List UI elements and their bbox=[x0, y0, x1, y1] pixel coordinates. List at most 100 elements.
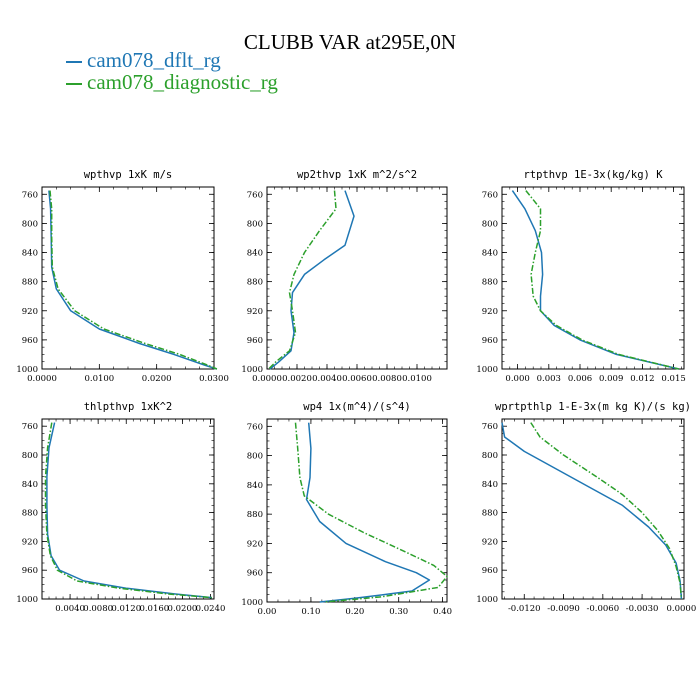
y-tick-label: 840 bbox=[482, 480, 498, 490]
y-tick-label: 760 bbox=[482, 190, 498, 200]
x-tick-label: 0.0240 bbox=[196, 604, 226, 614]
panel-5: wp4 1x(m^4)/(s^4)76080084088092096010000… bbox=[241, 401, 452, 617]
x-tick-label: 0.0200 bbox=[168, 604, 198, 614]
legend-label-dflt: cam078_dflt_rg bbox=[87, 48, 221, 72]
x-tick-label: 0.40 bbox=[433, 607, 452, 617]
y-tick-label: 760 bbox=[247, 190, 263, 200]
x-tick-label: -0.0060 bbox=[587, 604, 620, 614]
y-tick-label: 800 bbox=[247, 452, 263, 462]
y-tick-label: 840 bbox=[247, 249, 263, 259]
y-tick-label: 760 bbox=[247, 422, 263, 432]
y-tick-label: 920 bbox=[247, 539, 263, 549]
x-tick-label: 0.009 bbox=[599, 374, 623, 384]
x-tick-label: 0.0300 bbox=[199, 374, 229, 384]
x-tick-label: 0.00 bbox=[258, 607, 277, 617]
y-tick-label: 960 bbox=[482, 566, 498, 576]
legend-entry-diagnostic: cam078_diagnostic_rg bbox=[66, 70, 278, 95]
y-tick-label: 1000 bbox=[476, 595, 498, 605]
x-tick-label: -0.0030 bbox=[626, 604, 659, 614]
series-line-dflt bbox=[511, 190, 679, 370]
y-tick-label: 960 bbox=[482, 336, 498, 346]
y-tick-label: 800 bbox=[482, 219, 498, 229]
x-tick-label: 0.000 bbox=[505, 374, 529, 384]
x-tick-label: 0.006 bbox=[568, 374, 592, 384]
series-line-dflt bbox=[501, 422, 683, 600]
y-tick-label: 880 bbox=[22, 509, 38, 519]
y-tick-label: 960 bbox=[247, 336, 263, 346]
y-tick-label: 960 bbox=[22, 566, 38, 576]
x-tick-label: 0.003 bbox=[537, 374, 561, 384]
y-tick-label: 840 bbox=[247, 481, 263, 491]
panel-4: thlpthvp 1xK^2 760 800 840 880 920 960 1000 0.00… bbox=[16, 401, 225, 614]
x-tick-label: 0.0160 bbox=[139, 604, 169, 614]
plot-frame bbox=[501, 186, 685, 370]
panel-title: wprtpthlp 1-E-3x(m kg K)/(s kg) bbox=[495, 401, 691, 413]
series-line-dflt bbox=[48, 190, 218, 370]
y-tick-label: 920 bbox=[482, 537, 498, 547]
x-tick-label: 0.0080 bbox=[372, 374, 402, 384]
y-tick-label: 880 bbox=[482, 509, 498, 519]
series-line-dflt bbox=[305, 422, 431, 603]
y-tick-label: 840 bbox=[482, 249, 498, 259]
panel-2: wp2thvp 1xK m^2/s^2 760 800 840 880 920 960 100… bbox=[241, 169, 448, 384]
y-tick-label: 1000 bbox=[16, 365, 38, 375]
y-tick-label: 1000 bbox=[241, 365, 263, 375]
x-tick-label: 0.0080 bbox=[83, 604, 113, 614]
y-tick-label: 840 bbox=[22, 480, 38, 490]
x-tick-label: 0.20 bbox=[345, 607, 364, 617]
y-tick-label: 800 bbox=[247, 219, 263, 229]
x-tick-label: 0.012 bbox=[630, 374, 654, 384]
x-tick-label: 0.0060 bbox=[342, 374, 372, 384]
x-tick-label: 0.0040 bbox=[312, 374, 342, 384]
legend-entry-dflt: cam078_dflt_rg bbox=[66, 48, 221, 73]
series-line-diagnostic bbox=[525, 190, 679, 370]
x-tick-label: 0.0000 bbox=[252, 374, 282, 384]
series-line-diagnostic bbox=[267, 190, 337, 370]
main-title: CLUBB VAR at295E,0N bbox=[243, 30, 457, 54]
panel-title: wp2thvp 1xK m^2/s^2 bbox=[297, 169, 417, 181]
y-tick-label: 880 bbox=[22, 278, 38, 288]
y-tick-label: 800 bbox=[482, 451, 498, 461]
y-tick-label: 880 bbox=[247, 510, 263, 520]
x-tick-label: 0.0000 bbox=[667, 604, 697, 614]
panel-6: wprtpthlp 1-E-3x(m kg K)/(s kg) 760 800 840… bbox=[476, 401, 696, 614]
y-tick-label: 920 bbox=[247, 307, 263, 317]
y-tick-label: 760 bbox=[22, 190, 38, 200]
panel-title: wpthvp 1xK m/s bbox=[84, 169, 173, 181]
x-tick-label: 0.30 bbox=[389, 607, 408, 617]
panel-3: rtpthvp 1E-3x(kg/kg) K 760 800 840 880 920 960… bbox=[476, 169, 685, 384]
panel-title: wp4 1x(m^4)/(s^4) bbox=[303, 401, 410, 413]
series-line-diagnostic bbox=[49, 190, 218, 370]
y-tick-label: 840 bbox=[22, 249, 38, 259]
x-tick-label: -0.0090 bbox=[547, 604, 580, 614]
series-line-diagnostic bbox=[44, 422, 212, 599]
y-tick-label: 1000 bbox=[476, 365, 498, 375]
legend-swatch-diagnostic bbox=[66, 83, 82, 86]
y-tick-label: 960 bbox=[247, 569, 263, 579]
x-tick-label: 0.0100 bbox=[84, 374, 114, 384]
y-tick-label: 1000 bbox=[241, 598, 263, 608]
x-tick-label: 0.0100 bbox=[402, 374, 432, 384]
y-tick-label: 760 bbox=[22, 422, 38, 432]
panel-title: thlpthvp 1xK^2 bbox=[84, 401, 173, 413]
y-tick-label: 800 bbox=[22, 219, 38, 229]
y-tick-label: 880 bbox=[247, 278, 263, 288]
y-tick-label: 920 bbox=[482, 307, 498, 317]
y-tick-label: 760 bbox=[482, 422, 498, 432]
series-line-diagnostic bbox=[294, 422, 448, 603]
y-tick-label: 800 bbox=[22, 451, 38, 461]
y-tick-label: 1000 bbox=[16, 595, 38, 605]
y-tick-label: 960 bbox=[22, 336, 38, 346]
plot-frame bbox=[266, 418, 448, 603]
plot-frame bbox=[41, 186, 215, 370]
y-tick-label: 920 bbox=[22, 537, 38, 547]
plot-frame bbox=[501, 418, 685, 600]
x-tick-label: 0.10 bbox=[301, 607, 320, 617]
x-tick-label: -0.0120 bbox=[508, 604, 541, 614]
plot-frame bbox=[41, 418, 215, 600]
x-tick-label: 0.0040 bbox=[55, 604, 85, 614]
x-tick-label: 0.015 bbox=[661, 374, 685, 384]
x-tick-label: 0.0200 bbox=[142, 374, 172, 384]
series-line-diagnostic bbox=[530, 422, 683, 600]
